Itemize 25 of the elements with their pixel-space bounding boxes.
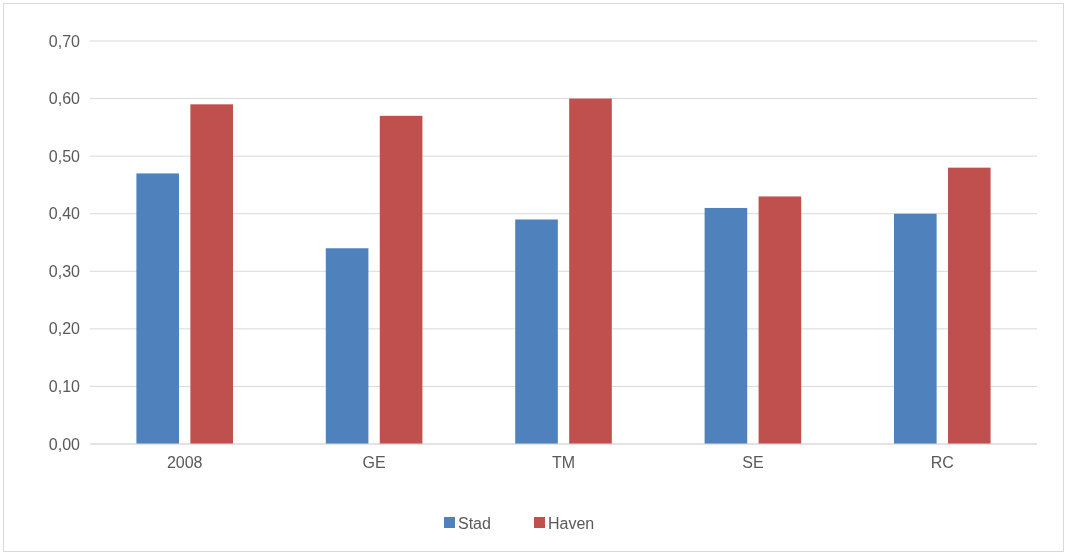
- legend-label: Haven: [548, 514, 595, 532]
- bar: [136, 173, 180, 444]
- x-tick-label: 2008: [166, 454, 203, 471]
- x-tick-label: RC: [930, 454, 954, 471]
- y-tick-label: 0,20: [48, 320, 81, 338]
- y-tick-label: 0,70: [48, 32, 81, 50]
- y-tick-label: 0,00: [48, 435, 81, 453]
- x-tick-label: TM: [551, 454, 576, 471]
- x-tick-label: GE: [362, 454, 386, 471]
- y-tick-label: 0,10: [48, 377, 81, 395]
- x-tick-label: SE: [742, 454, 764, 471]
- legend-label: Stad: [458, 514, 491, 532]
- bar: [894, 213, 937, 444]
- y-tick-label: 0,30: [48, 262, 81, 280]
- y-tick-label: 0,40: [48, 205, 81, 223]
- bar: [569, 98, 612, 444]
- y-tick-label: 0,60: [48, 90, 81, 108]
- bar: [947, 167, 991, 444]
- bar: [515, 219, 558, 444]
- bar: [379, 115, 423, 444]
- bar: [704, 207, 748, 444]
- bar: [758, 196, 802, 444]
- bar: [325, 248, 369, 444]
- bar: [190, 104, 233, 444]
- y-tick-label: 0,50: [48, 147, 81, 165]
